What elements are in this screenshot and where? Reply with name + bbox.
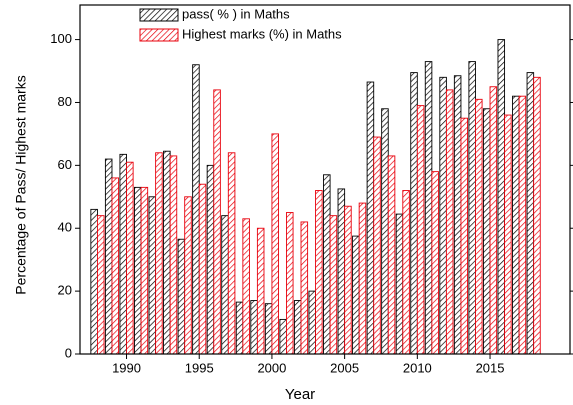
y-tick-label: 100: [50, 31, 72, 46]
bar: [156, 153, 163, 354]
bar: [461, 118, 468, 354]
bar: [425, 62, 432, 354]
x-tick-label: 1995: [185, 360, 214, 375]
y-tick-label: 60: [58, 157, 72, 172]
bar: [534, 77, 541, 354]
bar: [475, 99, 482, 354]
x-tick-label: 2010: [403, 360, 432, 375]
bar: [490, 87, 497, 354]
bar: [294, 301, 301, 354]
bar: [345, 206, 352, 354]
bar: [367, 82, 374, 354]
bar: [301, 222, 308, 354]
bar: [309, 291, 316, 354]
bar: [199, 184, 206, 354]
y-tick-label: 40: [58, 220, 72, 235]
bar: [120, 154, 127, 354]
y-axis-label: Percentage of Pass/ Highest marks: [13, 75, 29, 294]
bar: [141, 187, 148, 354]
bar: [134, 187, 141, 354]
bar: [505, 115, 512, 354]
legend-swatch: [140, 29, 178, 41]
x-axis-label: Year: [285, 386, 315, 403]
bar: [178, 239, 185, 354]
bar: [432, 172, 439, 354]
bar: [417, 106, 424, 354]
bar: [446, 90, 453, 354]
bar: [374, 137, 381, 354]
bar: [454, 76, 461, 354]
bar: [440, 77, 447, 354]
bar: [127, 162, 134, 354]
bar: [97, 216, 104, 354]
bar: [149, 197, 156, 354]
y-tick-label: 20: [58, 283, 72, 298]
legend-label: pass( % ) in Maths: [182, 6, 290, 21]
bar: [112, 178, 119, 354]
bar: [527, 73, 534, 354]
bar: [388, 156, 395, 354]
bar: [214, 90, 221, 354]
bar: [228, 153, 235, 354]
bar: [513, 96, 520, 354]
bar: [286, 213, 293, 354]
bar: [469, 62, 476, 354]
bar: [396, 214, 403, 354]
x-tick-label: 2000: [257, 360, 286, 375]
bar: [170, 156, 177, 354]
x-tick-label: 2015: [476, 360, 505, 375]
x-tick-label: 2005: [330, 360, 359, 375]
bar: [236, 302, 243, 354]
bar: [257, 228, 264, 354]
bar: [105, 159, 112, 354]
legend-label: Highest marks (%) in Maths: [182, 26, 342, 41]
bar: [359, 203, 366, 354]
bar: [272, 134, 279, 354]
bar: [330, 216, 337, 354]
bar: [323, 175, 330, 354]
legend-swatch: [140, 9, 178, 21]
bar: [185, 197, 192, 354]
x-tick-label: 1990: [112, 360, 141, 375]
bar: [193, 65, 200, 354]
bar: [280, 319, 287, 354]
bar: [382, 109, 389, 354]
bar: [164, 151, 171, 354]
bar: [353, 236, 360, 354]
bar: [498, 40, 505, 354]
bar: [403, 191, 410, 354]
bar: [243, 219, 250, 354]
bar: [411, 73, 418, 354]
bar: [91, 209, 98, 354]
bar: [338, 189, 345, 354]
y-tick-label: 80: [58, 94, 72, 109]
bar: [265, 304, 272, 354]
bar: [316, 191, 323, 354]
bar: [222, 216, 229, 354]
bar: [207, 165, 214, 354]
chart: Year Percentage of Pass/ Highest marks 0…: [0, 0, 573, 405]
bar: [483, 109, 490, 354]
bar: [251, 301, 258, 354]
y-tick-label: 0: [65, 345, 72, 360]
bar: [519, 96, 526, 354]
